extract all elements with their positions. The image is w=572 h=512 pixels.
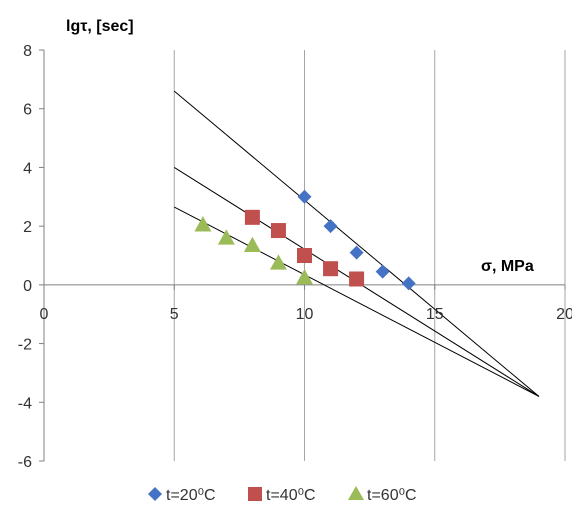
legend-label: t=60⁰C (367, 487, 417, 504)
triangle-data-point (194, 216, 212, 232)
tick-labels: -6 -4 -2 0 2 4 6 8 0 5 10 15 20 (18, 43, 572, 471)
grid-lines (173, 50, 566, 461)
y-tick-label: -2 (18, 337, 32, 354)
x-tick-label: 15 (426, 306, 444, 323)
legend-label: t=40⁰C (266, 487, 316, 504)
legend: t=20⁰C t=40⁰C t=60⁰C (148, 486, 417, 504)
y-tick-label: 2 (23, 219, 32, 236)
square-data-point (297, 248, 312, 263)
y-tick-label: -6 (18, 454, 32, 471)
triangle-data-point (296, 269, 313, 285)
x-tick-label: 5 (170, 306, 179, 323)
y-tick-label: -4 (18, 395, 32, 412)
square-data-point (323, 261, 339, 277)
data-points (194, 189, 416, 291)
triangle-data-point (269, 254, 287, 270)
trend-line (173, 90, 540, 397)
legend-label: t=20⁰C (166, 487, 216, 504)
triangle-data-point (217, 229, 235, 245)
diamond-data-point (297, 189, 312, 204)
square-data-point (270, 223, 286, 239)
legend-triangle-marker (348, 486, 364, 500)
y-tick-label: 6 (23, 102, 32, 119)
y-tick-label: 4 (23, 160, 32, 177)
square-data-point (244, 209, 260, 225)
legend-item-t60: t=60⁰C (348, 486, 417, 504)
x-tick-label: 10 (296, 306, 314, 323)
triangle-data-point (243, 236, 261, 253)
legend-diamond-marker (148, 487, 162, 501)
y-axis-title: lgτ, [sec] (66, 18, 134, 35)
y-tick-label: 0 (23, 278, 32, 295)
diamond-data-point (349, 245, 364, 260)
x-tick-label: 0 (40, 306, 49, 323)
trend-line (174, 206, 540, 397)
diamond-data-point (323, 219, 338, 234)
diamond-data-point (401, 276, 416, 291)
x-axis-title: σ, MPa (481, 258, 534, 275)
legend-item-t40: t=40⁰C (248, 487, 316, 504)
y-tick-label: 8 (23, 43, 32, 60)
x-tick-label: 20 (556, 306, 572, 323)
legend-item-t20: t=20⁰C (148, 487, 216, 504)
axes (39, 49, 566, 462)
square-data-point (349, 271, 365, 287)
diamond-data-point (375, 264, 390, 279)
legend-square-marker (248, 487, 262, 501)
